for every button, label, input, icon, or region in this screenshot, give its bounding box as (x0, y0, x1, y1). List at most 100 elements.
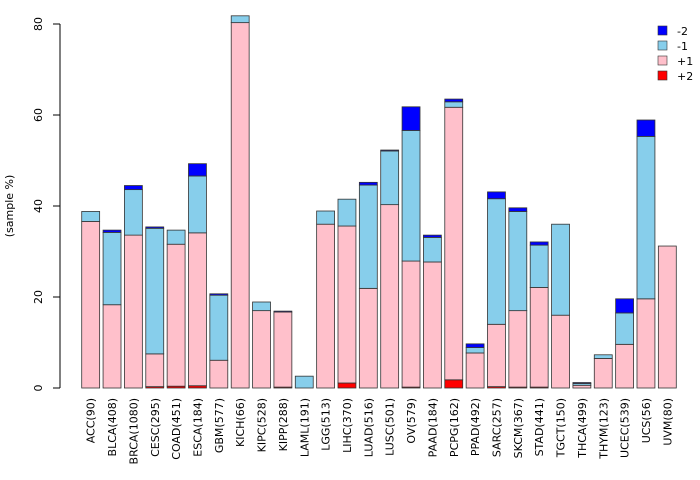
bar-stack (465, 343, 485, 389)
bar-segment-plus1 (273, 311, 293, 388)
bar-segment-minus2 (508, 207, 528, 212)
bar-segment-plus1 (401, 260, 421, 388)
bar-segment-minus1 (593, 354, 613, 359)
x-tick-label: LIHC(370) (341, 398, 354, 453)
bar-segment-plus1 (230, 22, 250, 389)
y-tick-label: 0 (32, 385, 45, 392)
bar-segment-minus1 (615, 312, 634, 345)
bar-segment-minus1 (166, 229, 186, 245)
bar-segment-plus1 (593, 358, 613, 389)
bar-stack (209, 293, 229, 389)
bar-segment-plus1 (337, 225, 357, 384)
bar-stack (102, 229, 122, 389)
y-tick-label: 80 (32, 17, 45, 31)
bar-segment-minus1 (444, 101, 464, 108)
bar-stack (81, 211, 101, 389)
legend-swatch (657, 70, 668, 81)
bar-segment-minus1 (252, 301, 271, 312)
bar-stack (252, 301, 271, 389)
x-tick-label: ACC(90) (85, 398, 98, 443)
bar-stack (230, 15, 250, 389)
y-axis: 0 20 40 60 80 (32, 17, 61, 392)
x-tick-label: BLCA(408) (106, 398, 119, 456)
x-tick-label: THCA(499) (576, 398, 589, 459)
bar-stack (615, 298, 634, 389)
x-tick-label: KIPC(528) (256, 398, 269, 452)
x-tick-label: KIPP(288) (277, 398, 290, 451)
x-axis-labels: ACC(90) BLCA(408) BRCA(1080) CESC(295) COAD(… (85, 398, 675, 464)
bar-stack (294, 375, 314, 389)
bar-segment-minus2 (401, 106, 421, 131)
x-tick-label: TGCT(150) (555, 398, 568, 458)
bar-stack (337, 198, 357, 389)
bar-segment-minus1 (230, 15, 250, 24)
x-tick-label: COAD(451) (170, 398, 183, 460)
bar-stack (145, 226, 165, 389)
x-tick-label: LAML(191) (298, 398, 311, 457)
bar-segment-minus2 (615, 298, 634, 314)
bar-stack (380, 149, 400, 389)
legend-swatch (657, 40, 668, 51)
legend-label: +1 (677, 55, 693, 68)
bar-stack (273, 310, 293, 389)
bar-segment-plus1 (252, 310, 271, 389)
x-tick-label: THYM(123) (597, 398, 610, 460)
bar-segment-minus1 (145, 227, 165, 355)
bar-segment-minus1 (294, 375, 314, 389)
x-tick-label: LUSC(501) (384, 398, 397, 456)
bar-stack (508, 207, 528, 389)
bar-segment-plus2 (337, 382, 357, 389)
bar-segment-plus1 (572, 384, 592, 389)
bar-segment-minus2 (380, 149, 400, 152)
bar-stack (551, 223, 570, 389)
bar-segment-minus2 (188, 163, 207, 177)
x-tick-label: STAD(441) (533, 398, 546, 456)
x-tick-label: CESC(295) (149, 398, 162, 457)
bar-segment-minus2 (465, 343, 485, 348)
bar-segment-plus1 (615, 343, 634, 389)
bar-segment-minus2 (145, 226, 165, 229)
bar-stack (636, 119, 656, 389)
bar-segment-plus1 (551, 314, 570, 389)
bar-segment-minus2 (102, 229, 122, 233)
x-tick-label: OV(579) (405, 398, 418, 444)
bar-stack (572, 382, 592, 389)
bar-segment-plus1 (423, 261, 442, 389)
bar-segment-plus1 (380, 204, 400, 389)
bar-segment-minus1 (102, 231, 122, 306)
legend-label: -2 (677, 25, 688, 38)
bar-stack (529, 241, 549, 389)
y-tick-label: 20 (32, 290, 45, 304)
bar-segment-minus1 (124, 189, 143, 236)
legend: -2 -1 +1 +2 (657, 25, 693, 83)
bar-segment-plus1 (487, 323, 506, 388)
bar-segment-minus1 (401, 130, 421, 262)
bar-segment-plus1 (657, 245, 677, 389)
bar-stack (188, 163, 207, 389)
bar-segment-minus1 (465, 347, 485, 354)
bar-segment-plus1 (316, 223, 335, 389)
x-tick-label: GBM(577) (213, 398, 226, 453)
x-tick-label: UVM(80) (661, 398, 674, 446)
bar-segment-minus2 (487, 191, 506, 200)
bar-segment-minus2 (423, 234, 442, 238)
bar-segment-minus2 (124, 185, 143, 191)
bar-segment-minus2 (358, 181, 378, 186)
bar-segment-minus2 (636, 119, 656, 137)
bar-segment-minus1 (81, 211, 101, 222)
bar-segment-minus1 (209, 294, 229, 361)
bar-stack (166, 229, 186, 389)
bars (81, 15, 677, 389)
bar-segment-minus1 (508, 211, 528, 312)
bar-segment-minus1 (188, 175, 207, 234)
bar-segment-plus1 (188, 232, 207, 387)
bar-stack (401, 106, 421, 389)
y-tick-label: 60 (32, 108, 45, 122)
x-tick-label: SARC(257) (490, 398, 503, 457)
bar-segment-minus2 (529, 241, 549, 246)
x-tick-label: BRCA(1080) (127, 398, 140, 464)
x-tick-label: LUAD(516) (362, 398, 375, 457)
bar-stack (316, 210, 335, 389)
bar-stack (124, 185, 143, 389)
